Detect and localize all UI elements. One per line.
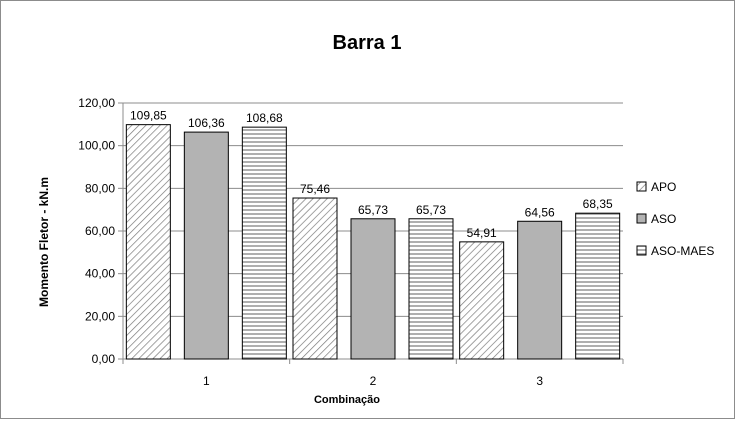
data-label: 65,73 [358, 203, 388, 217]
data-label: 64,56 [525, 205, 555, 219]
y-tick-label: 0,00 [92, 352, 116, 366]
bar-apo [459, 241, 505, 360]
bar-aso-maes [408, 218, 454, 360]
bar-aso [350, 218, 396, 360]
y-axis-label: Momento Fletor - kN.m [37, 177, 51, 307]
chart-title: Barra 1 [333, 32, 402, 54]
x-tick-label: 3 [536, 374, 543, 388]
bar-aso [517, 220, 563, 360]
legend-swatch [636, 245, 647, 256]
y-tick-label: 80,00 [85, 181, 115, 195]
data-label: 106,36 [188, 116, 225, 130]
legend: APO ASO ASO-MAES [636, 180, 714, 258]
bar-apo [125, 124, 171, 360]
x-tick-label: 1 [203, 374, 210, 388]
bar-aso [183, 131, 229, 360]
y-tick-label: 20,00 [85, 309, 115, 323]
legend-swatch [636, 213, 647, 224]
legend-label: APO [651, 180, 676, 194]
data-label: 65,73 [416, 203, 446, 217]
data-label: 108,68 [246, 111, 283, 125]
x-axis-label: Combinação [314, 394, 380, 406]
bar-aso-maes [575, 212, 621, 360]
y-tick-label: 40,00 [85, 267, 115, 281]
data-label: 68,35 [583, 197, 613, 211]
legend-label: ASO [651, 212, 676, 226]
data-label: 54,91 [467, 226, 497, 240]
legend-swatch [636, 181, 647, 192]
x-tick-label: 2 [370, 374, 377, 388]
y-tick-label: 100,00 [78, 139, 115, 153]
bar-apo [292, 197, 338, 360]
y-tick-label: 60,00 [85, 224, 115, 238]
legend-label: ASO-MAES [651, 244, 714, 258]
data-label: 75,46 [300, 182, 330, 196]
y-tick-label: 120,00 [78, 96, 115, 110]
data-label: 109,85 [130, 109, 167, 123]
bar-aso-maes [241, 126, 287, 360]
